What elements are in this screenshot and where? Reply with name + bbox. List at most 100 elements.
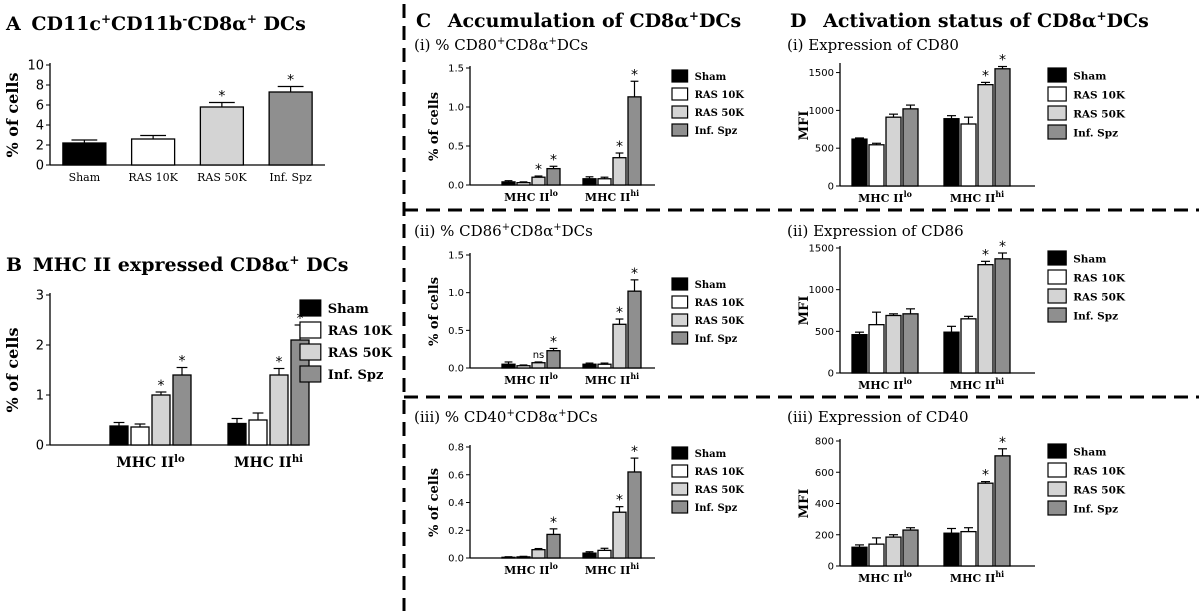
x-group-base: MHC II bbox=[116, 455, 174, 471]
y-tick-label: 0 bbox=[828, 182, 834, 193]
bar bbox=[501, 181, 516, 186]
legend-swatch bbox=[671, 123, 689, 137]
bar bbox=[130, 138, 176, 166]
y-tick-label: 0 bbox=[828, 562, 834, 573]
bar bbox=[597, 363, 612, 369]
bar bbox=[885, 116, 902, 187]
x-group-base: MHC II bbox=[585, 374, 630, 387]
chart-A: 0 2 4 6 8 10 % of cells Sham RAS 10K * RAS 50K * Inf… bbox=[3, 59, 325, 184]
x-group-sup: lo bbox=[550, 189, 558, 198]
x-group-label: MHC IIlo bbox=[504, 372, 558, 387]
subtitle-sup: + bbox=[506, 408, 514, 419]
y-tick-label: 0.2 bbox=[448, 526, 464, 537]
bar bbox=[199, 106, 245, 166]
y-tick-label: 4 bbox=[36, 119, 44, 134]
y-axis-label: % of cells bbox=[3, 73, 22, 158]
y-tick-label: 1500 bbox=[809, 244, 834, 255]
significance-label: * bbox=[982, 247, 989, 263]
bar bbox=[885, 536, 902, 567]
x-tick-label: RAS 50K bbox=[197, 171, 247, 184]
subtitle-text: (iii) Expression of CD40 bbox=[787, 408, 969, 426]
legend-swatch bbox=[1047, 86, 1067, 102]
legend-swatch bbox=[671, 295, 689, 309]
y-tick-label: 500 bbox=[815, 327, 834, 338]
legend-label: RAS 50K bbox=[1073, 108, 1126, 120]
x-group-label: MHC IIlo bbox=[858, 190, 912, 205]
subtitle-sup: + bbox=[502, 222, 510, 233]
legend-label: Sham bbox=[1073, 70, 1106, 82]
legend-label: Sham bbox=[1073, 446, 1106, 458]
y-tick-label: 1000 bbox=[809, 285, 834, 296]
x-group-sup: lo bbox=[550, 562, 558, 571]
x-group-sup: hi bbox=[995, 190, 1004, 199]
legend-label: RAS 10K bbox=[695, 298, 745, 309]
legend-swatch bbox=[299, 321, 322, 339]
significance-label: * bbox=[999, 53, 1006, 69]
x-group-label: MHC IIhi bbox=[950, 377, 1004, 392]
y-tick-label: 0.0 bbox=[448, 554, 464, 565]
subtitle-text: DCs bbox=[566, 408, 597, 426]
subtitle-text: (i) % CD80 bbox=[414, 36, 497, 54]
legend-swatch bbox=[299, 365, 322, 383]
x-group-base: MHC II bbox=[234, 455, 292, 471]
bar bbox=[109, 425, 129, 446]
legend-label: Sham bbox=[328, 302, 369, 317]
y-tick-label: 6 bbox=[36, 99, 44, 114]
bar bbox=[582, 178, 597, 186]
bar bbox=[902, 313, 919, 374]
x-group-label: MHC IIhi bbox=[234, 453, 303, 471]
significance-label: * bbox=[287, 73, 294, 89]
bar bbox=[597, 178, 612, 186]
bar bbox=[902, 529, 919, 567]
bar bbox=[531, 176, 546, 186]
bar bbox=[994, 68, 1011, 187]
significance-label: * bbox=[999, 435, 1006, 451]
bar bbox=[130, 426, 150, 446]
y-axis-label: % of cells bbox=[3, 328, 22, 413]
legend-label: RAS 50K bbox=[695, 485, 745, 496]
subtitle-text: (ii) % CD86 bbox=[414, 222, 502, 240]
bar bbox=[977, 84, 994, 187]
legend-label: RAS 50K bbox=[695, 108, 745, 119]
y-tick-label: 2 bbox=[36, 339, 44, 354]
y-axis-label: % of cells bbox=[427, 277, 442, 346]
y-tick-label: 400 bbox=[815, 499, 834, 510]
y-axis-label: MFI bbox=[797, 296, 812, 326]
legend-label: Sham bbox=[695, 72, 727, 83]
x-group-sup: hi bbox=[995, 570, 1004, 579]
subtitle-sup: + bbox=[548, 36, 556, 47]
legend-swatch bbox=[1047, 250, 1067, 266]
y-axis-label: % of cells bbox=[427, 468, 442, 537]
bar bbox=[977, 264, 994, 374]
y-tick-label: 500 bbox=[815, 144, 834, 155]
legend-label: Inf. Spz bbox=[1073, 503, 1118, 515]
significance-label: * bbox=[982, 68, 989, 84]
significance-label: * bbox=[218, 89, 225, 105]
y-tick-label: 800 bbox=[815, 437, 834, 448]
y-tick-label: 0.0 bbox=[448, 181, 464, 192]
legend-swatch bbox=[1047, 500, 1067, 516]
legend-swatch bbox=[1047, 105, 1067, 121]
x-group-label: MHC IIlo bbox=[504, 189, 558, 204]
x-group-base: MHC II bbox=[950, 192, 995, 205]
legend-swatch bbox=[671, 87, 689, 101]
bar bbox=[516, 556, 531, 559]
bar bbox=[172, 374, 192, 446]
y-tick-label: 3 bbox=[36, 289, 44, 304]
y-tick-label: 0.5 bbox=[448, 142, 464, 153]
subtitle-text: (iii) % CD40 bbox=[414, 408, 506, 426]
bar bbox=[960, 318, 977, 374]
y-tick-label: 0 bbox=[36, 159, 44, 174]
y-tick-label: 0.4 bbox=[448, 498, 464, 509]
subtitle-text: DCs bbox=[562, 222, 593, 240]
legend-swatch bbox=[1047, 462, 1067, 478]
bar bbox=[516, 182, 531, 186]
legend-swatch bbox=[1047, 124, 1067, 140]
x-group-label: MHC IIhi bbox=[950, 570, 1004, 585]
x-group-base: MHC II bbox=[585, 191, 630, 204]
x-group-base: MHC II bbox=[504, 564, 549, 577]
subtitle-text: (i) Expression of CD80 bbox=[787, 36, 959, 54]
legend-label: RAS 10K bbox=[1073, 272, 1126, 284]
